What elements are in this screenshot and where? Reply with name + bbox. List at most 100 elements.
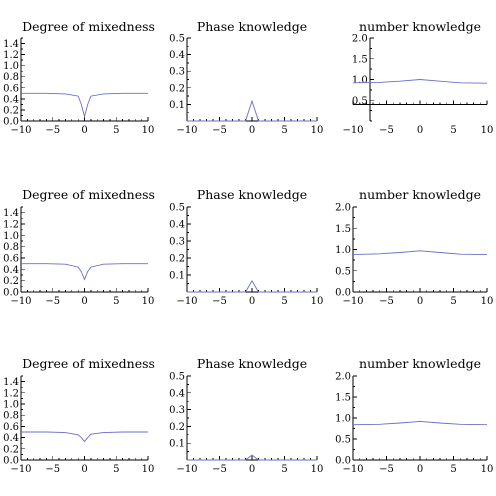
y-tick-label: 0.3 bbox=[169, 237, 185, 248]
x-tick-label: 5 bbox=[450, 125, 456, 136]
x-tick-label: −5 bbox=[45, 464, 60, 475]
x-tick-label: −5 bbox=[379, 464, 394, 475]
y-tick-label: 1.0 bbox=[3, 400, 19, 411]
x-tick-label: 0 bbox=[81, 464, 87, 475]
x-tick-label: 5 bbox=[450, 464, 456, 475]
y-tick-label: 2.0 bbox=[352, 34, 368, 45]
y-tick-label: 0.6 bbox=[3, 422, 19, 433]
x-tick-label: 5 bbox=[281, 125, 287, 136]
y-tick-label: 0.5 bbox=[335, 266, 351, 277]
chart-panel-1: Degree of mixedness −10 −5 0 5 10 0.00.20.40.6… bbox=[3, 19, 155, 136]
x-tick-label: −5 bbox=[45, 296, 60, 307]
chart-panel-3: number knowledge −10 −5 0 5 10 0.5 1.0 1.5 2.0 bbox=[342, 19, 493, 136]
y-tick-label: 0.8 bbox=[3, 411, 19, 422]
series-line bbox=[21, 263, 148, 281]
y-tick-label: 1.5 bbox=[335, 393, 351, 404]
x-tick-label: −5 bbox=[379, 296, 394, 307]
x-tick-label: −5 bbox=[45, 125, 60, 136]
x-tick-label: 0 bbox=[81, 296, 87, 307]
x-tick-label: 5 bbox=[113, 464, 119, 475]
y-tick-label: 0.5 bbox=[169, 34, 185, 45]
y-tick-label: 0.0 bbox=[3, 288, 19, 299]
x-tick-label: 5 bbox=[450, 296, 456, 307]
x-tick-label: −10 bbox=[176, 296, 197, 307]
y-tick-label: 0.1 bbox=[169, 271, 185, 282]
x-tick-label: −5 bbox=[212, 296, 227, 307]
y-tick-label: 0.5 bbox=[335, 435, 351, 446]
y-tick-label: 1.2 bbox=[3, 388, 19, 399]
y-tick-label: 0.5 bbox=[169, 203, 185, 214]
x-tick-label: 10 bbox=[142, 296, 155, 307]
x-tick-label: 10 bbox=[311, 296, 324, 307]
chart-title: number knowledge bbox=[359, 187, 481, 202]
chart-title: number knowledge bbox=[359, 19, 481, 34]
x-tick-label: 10 bbox=[142, 464, 155, 475]
y-tick-label: 0.8 bbox=[3, 72, 19, 83]
chart-panel-2: Phase knowledge −10 −5 0 5 10 0.1 0.2 0.3 0.4 0.5 bbox=[169, 19, 323, 136]
y-tick-label: 2.0 bbox=[335, 203, 351, 214]
x-tick-label: −10 bbox=[342, 296, 363, 307]
y-tick-label: 0.4 bbox=[3, 94, 19, 105]
x-tick-label: 5 bbox=[281, 296, 287, 307]
y-tick-label: 0.2 bbox=[3, 444, 19, 455]
y-tick-label: 0.5 bbox=[169, 372, 185, 383]
x-tick-label: 10 bbox=[481, 125, 494, 136]
x-tick-label: −5 bbox=[379, 125, 394, 136]
y-tick-label: 0.0 bbox=[335, 288, 351, 299]
y-tick-label: 1.0 bbox=[3, 231, 19, 242]
x-tick-label: −5 bbox=[212, 464, 227, 475]
y-tick-label: 1.0 bbox=[352, 75, 368, 86]
chart-panel-9: number knowledge −10 −5 0 5 10 0.0 0.5 1.0 1.5 2.0 bbox=[335, 356, 493, 475]
x-tick-label: 10 bbox=[311, 464, 324, 475]
series-line bbox=[187, 280, 317, 293]
chart-title: Degree of mixedness bbox=[22, 356, 155, 371]
x-tick-label: 0 bbox=[81, 125, 87, 136]
y-tick-label: 0.0 bbox=[3, 117, 19, 128]
chart-title: Phase knowledge bbox=[197, 187, 307, 202]
x-tick-label: −10 bbox=[342, 464, 363, 475]
y-tick-label: 1.5 bbox=[335, 224, 351, 235]
chart-panel-4: Degree of mixedness −10 −5 0 5 10 0.00.20.40.6… bbox=[3, 187, 155, 307]
y-tick-label: 0.4 bbox=[3, 265, 19, 276]
y-tick-label: 1.4 bbox=[3, 208, 19, 219]
y-tick-label: 1.4 bbox=[3, 39, 19, 50]
y-tick-label: 0.6 bbox=[3, 254, 19, 265]
x-tick-label: 10 bbox=[481, 464, 494, 475]
x-tick-label: −10 bbox=[10, 125, 31, 136]
x-tick-label: 0 bbox=[249, 464, 255, 475]
x-tick-label: 0 bbox=[417, 464, 423, 475]
x-tick-label: 5 bbox=[113, 296, 119, 307]
y-tick-label: 0.6 bbox=[3, 83, 19, 94]
y-tick-label: 0.1 bbox=[169, 100, 185, 111]
chart-title: Degree of mixedness bbox=[22, 187, 155, 202]
y-tick-label: 0.2 bbox=[169, 422, 185, 433]
y-tick-label: 0.0 bbox=[335, 456, 351, 467]
series-line bbox=[352, 79, 488, 84]
y-tick-label: 1.2 bbox=[3, 50, 19, 61]
x-tick-label: 0 bbox=[417, 125, 423, 136]
series-line bbox=[21, 431, 148, 443]
series-line bbox=[352, 250, 488, 256]
y-tick-label: 0.2 bbox=[3, 105, 19, 116]
y-tick-label: 1.4 bbox=[3, 377, 19, 388]
y-tick-label: 0.4 bbox=[169, 220, 185, 231]
x-tick-label: −10 bbox=[342, 125, 363, 136]
y-tick-label: 0.5 bbox=[352, 96, 368, 107]
chart-panel-6: number knowledge −10 −5 0 5 10 0.0 0.5 1.0 1.5 2.0 bbox=[335, 187, 493, 307]
y-tick-label: 0.1 bbox=[169, 439, 185, 450]
y-tick-label: 0.0 bbox=[3, 456, 19, 467]
series-line bbox=[352, 420, 488, 426]
x-tick-label: 0 bbox=[249, 125, 255, 136]
x-tick-label: 10 bbox=[481, 296, 494, 307]
series-line bbox=[21, 92, 148, 119]
y-tick-label: 0.4 bbox=[3, 433, 19, 444]
y-tick-label: 1.5 bbox=[352, 54, 368, 65]
y-tick-label: 2.0 bbox=[335, 372, 351, 383]
series-line bbox=[187, 454, 317, 461]
chart-title: number knowledge bbox=[359, 356, 481, 371]
y-tick-label: 1.0 bbox=[3, 61, 19, 72]
y-tick-label: 0.3 bbox=[169, 67, 185, 78]
chart-panel-5: Phase knowledge −10 −5 0 5 10 0.1 0.2 0.3 0.4 0.5 bbox=[169, 187, 323, 307]
x-tick-label: −10 bbox=[176, 125, 197, 136]
